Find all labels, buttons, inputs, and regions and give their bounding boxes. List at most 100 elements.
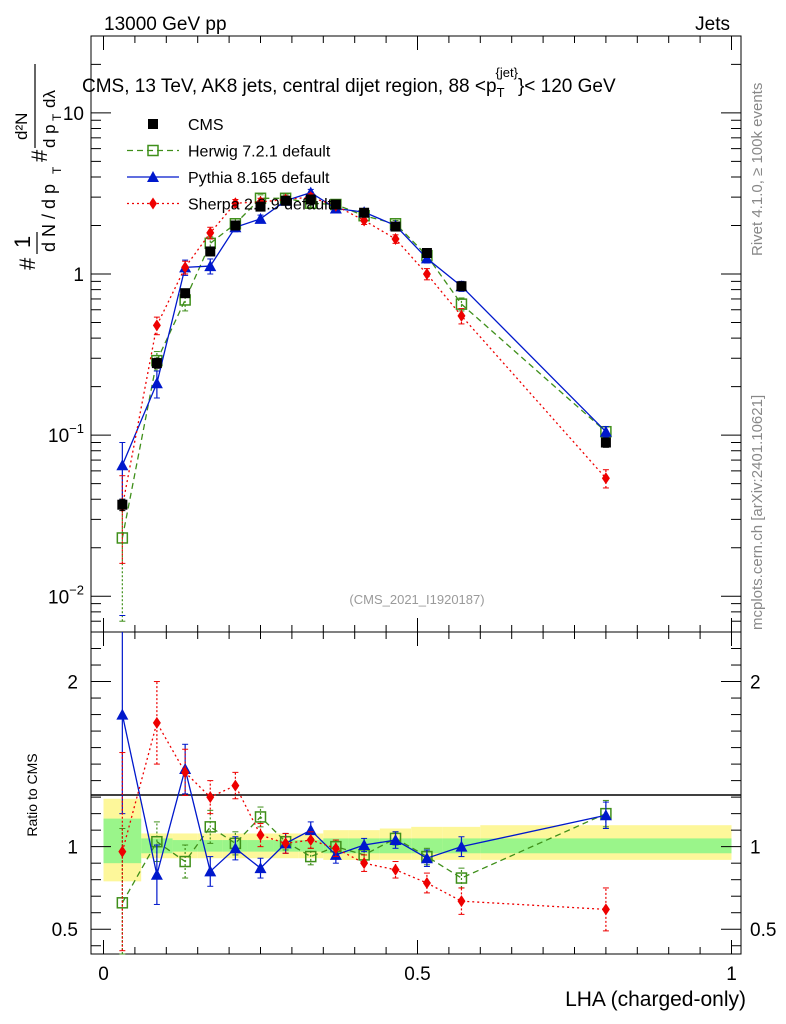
data-point bbox=[116, 708, 129, 720]
series-sherpa bbox=[118, 681, 610, 952]
data-point bbox=[254, 811, 267, 823]
series-sherpa bbox=[118, 191, 610, 564]
legend-label: CMS bbox=[188, 117, 224, 134]
data-point bbox=[331, 842, 340, 855]
data-point bbox=[422, 876, 431, 889]
legend-item: Sherpa 2.2.9 default bbox=[127, 197, 333, 214]
ratio-y-label: Ratio to CMS bbox=[24, 753, 40, 836]
legend-item: Pythia 8.165 default bbox=[127, 170, 330, 187]
band-inner-bin bbox=[197, 840, 223, 852]
data-point bbox=[455, 840, 468, 852]
data-point bbox=[179, 855, 191, 868]
rivet-version-label: Rivet 4.1.0, ≥ 100k events bbox=[749, 83, 766, 256]
series-pythia bbox=[116, 186, 612, 500]
data-point bbox=[457, 309, 466, 322]
data-point bbox=[456, 281, 467, 292]
data-point bbox=[231, 197, 240, 210]
data-point bbox=[306, 834, 315, 847]
data-point bbox=[181, 766, 190, 779]
data-point bbox=[206, 226, 215, 239]
ratio-y-tick-label-right: 1 bbox=[750, 838, 761, 859]
data-point bbox=[601, 903, 610, 916]
source-label: mcplots.cern.ch [arXiv:2401.10621] bbox=[749, 395, 766, 630]
series-herwig bbox=[116, 192, 612, 622]
data-point bbox=[389, 834, 402, 846]
data-point bbox=[280, 195, 291, 206]
data-point bbox=[255, 201, 266, 212]
series-line bbox=[121, 721, 606, 911]
ratio-y-tick-label: 1 bbox=[67, 838, 78, 859]
y-axis-label: # 1 d N / d p T # d²N d p T dλ bbox=[10, 64, 64, 270]
y-tick-label: 10 bbox=[63, 104, 84, 125]
main-series bbox=[116, 186, 612, 622]
data-point bbox=[151, 358, 162, 369]
legend-label: Herwig 7.2.1 default bbox=[188, 144, 331, 161]
data-point bbox=[206, 791, 215, 804]
data-point bbox=[152, 716, 161, 729]
data-point bbox=[305, 194, 316, 205]
ratio-y-tick-label-right: 0.5 bbox=[750, 920, 776, 941]
data-point bbox=[204, 865, 217, 877]
y-tick-label: 1 bbox=[73, 265, 84, 286]
series-line bbox=[121, 197, 607, 539]
data-point bbox=[304, 850, 317, 863]
series-pythia bbox=[116, 614, 612, 905]
svg-text:#: # bbox=[27, 149, 52, 162]
legend: CMS Herwig 7.2.1 default Pythia 8.165 defa… bbox=[127, 117, 333, 214]
data-point bbox=[455, 872, 468, 884]
data-point bbox=[229, 842, 242, 854]
data-point bbox=[421, 248, 432, 259]
svg-text:d²N: d²N bbox=[12, 113, 31, 140]
ratio-uncertainty-bands bbox=[103, 798, 732, 882]
data-point bbox=[359, 207, 370, 218]
energy-label: 13000 GeV pp bbox=[104, 14, 227, 35]
data-point bbox=[152, 319, 161, 332]
band-inner-bin bbox=[480, 838, 732, 854]
x-tick-label: 0 bbox=[98, 964, 109, 985]
data-point bbox=[118, 845, 127, 858]
data-point bbox=[422, 268, 431, 281]
analysis-id-watermark: (CMS_2021_I1920187) bbox=[349, 592, 484, 607]
data-point bbox=[180, 288, 191, 299]
data-point bbox=[391, 863, 400, 876]
data-point bbox=[205, 246, 216, 257]
data-point bbox=[600, 437, 611, 448]
data-point bbox=[150, 377, 163, 389]
x-axis-label: LHA (charged-only) bbox=[565, 988, 746, 1011]
data-point bbox=[599, 809, 612, 821]
data-point bbox=[116, 459, 129, 471]
data-point bbox=[254, 212, 267, 224]
svg-text:#: # bbox=[15, 257, 40, 270]
series-line bbox=[121, 196, 607, 507]
ratio-y-tick-label-right: 2 bbox=[750, 673, 761, 694]
legend-marker bbox=[147, 171, 159, 182]
legend-marker bbox=[147, 144, 159, 157]
data-point bbox=[150, 868, 163, 880]
data-point bbox=[420, 852, 433, 864]
data-point bbox=[455, 298, 468, 310]
data-point bbox=[330, 199, 341, 210]
y-tick-label: 10−2 bbox=[48, 582, 84, 608]
data-point bbox=[231, 779, 240, 792]
x-tick-label: 0.5 bbox=[404, 964, 430, 985]
data-point bbox=[256, 829, 265, 842]
svg-text:T: T bbox=[50, 113, 64, 121]
svg-text:d p: d p bbox=[40, 124, 59, 148]
svg-text:T: T bbox=[50, 166, 64, 174]
axis-ticks: 0 0.5 1 10−2 10−1 1 10 0.5 0.5 1 1 2 2 bbox=[48, 35, 776, 985]
data-point bbox=[204, 260, 217, 272]
svg-text:dλ: dλ bbox=[40, 90, 59, 108]
data-point bbox=[281, 837, 290, 850]
legend-label: Pythia 8.165 default bbox=[188, 170, 330, 187]
ratio-series bbox=[116, 614, 612, 955]
data-point bbox=[599, 425, 612, 437]
data-point bbox=[254, 862, 267, 874]
data-point bbox=[390, 221, 401, 232]
data-point bbox=[181, 261, 190, 274]
data-point bbox=[360, 857, 369, 870]
y-tick-label: 10−1 bbox=[48, 421, 84, 447]
data-point bbox=[329, 848, 342, 860]
legend-marker bbox=[148, 119, 158, 129]
x-tick-label: 1 bbox=[726, 964, 737, 985]
